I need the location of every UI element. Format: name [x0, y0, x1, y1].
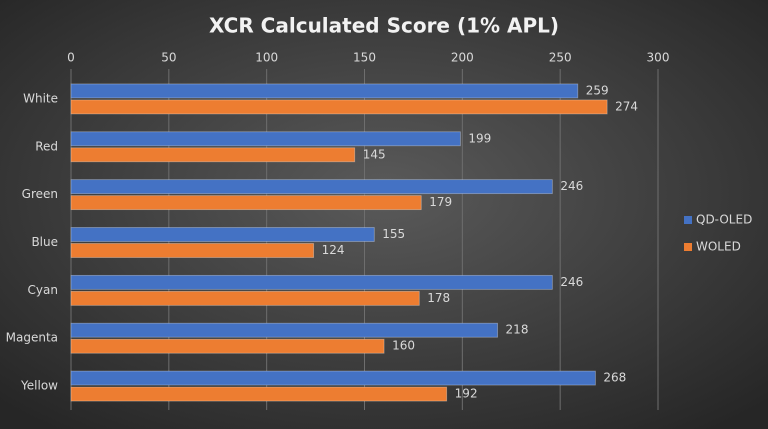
- bar: [70, 131, 461, 147]
- bar: [70, 99, 608, 115]
- y-tick-label: Blue: [31, 235, 58, 249]
- y-tick-label: Green: [22, 187, 58, 201]
- y-tick-label: Magenta: [6, 331, 58, 345]
- bar: [70, 274, 553, 290]
- legend-swatch: [684, 243, 692, 251]
- bar: [70, 370, 596, 386]
- bar: [70, 322, 498, 338]
- data-label: 246: [560, 179, 583, 193]
- y-tick-label: Yellow: [20, 379, 58, 393]
- x-tick-label: 250: [549, 51, 572, 65]
- x-tick-label: 300: [647, 51, 670, 65]
- data-label: 268: [603, 371, 626, 385]
- data-label: 218: [506, 323, 529, 337]
- x-tick-label: 100: [255, 51, 278, 65]
- data-label: 259: [586, 83, 609, 97]
- bar: [70, 290, 420, 306]
- data-label: 179: [429, 195, 452, 209]
- x-tick-label: 0: [67, 51, 75, 65]
- bar: [70, 227, 375, 242]
- data-label: 178: [427, 291, 450, 305]
- x-tick-label: 50: [161, 51, 176, 65]
- data-label: 145: [363, 147, 386, 161]
- chart-title: XCR Calculated Score (1% APL): [209, 14, 559, 38]
- data-label: 199: [468, 131, 491, 145]
- bar: [70, 386, 448, 402]
- x-tick-label: 150: [353, 51, 376, 65]
- data-label: 192: [455, 387, 478, 401]
- y-tick-label: Red: [35, 139, 58, 153]
- legend-label: WOLED: [696, 240, 741, 254]
- data-label: 160: [392, 339, 415, 353]
- legend-swatch: [684, 216, 692, 224]
- bar: [70, 83, 579, 99]
- y-tick-label: White: [23, 91, 58, 105]
- data-label: 124: [322, 243, 345, 257]
- data-label: 155: [382, 227, 405, 241]
- data-label: 274: [615, 99, 638, 113]
- bar: [70, 195, 422, 211]
- bar: [70, 338, 385, 354]
- bar: [70, 179, 553, 195]
- bar: [70, 147, 356, 163]
- x-tick-label: 200: [451, 51, 474, 65]
- legend-label: QD-OLED: [696, 213, 752, 227]
- data-label: 246: [560, 275, 583, 289]
- y-tick-label: Cyan: [28, 283, 58, 297]
- bar: [70, 243, 315, 258]
